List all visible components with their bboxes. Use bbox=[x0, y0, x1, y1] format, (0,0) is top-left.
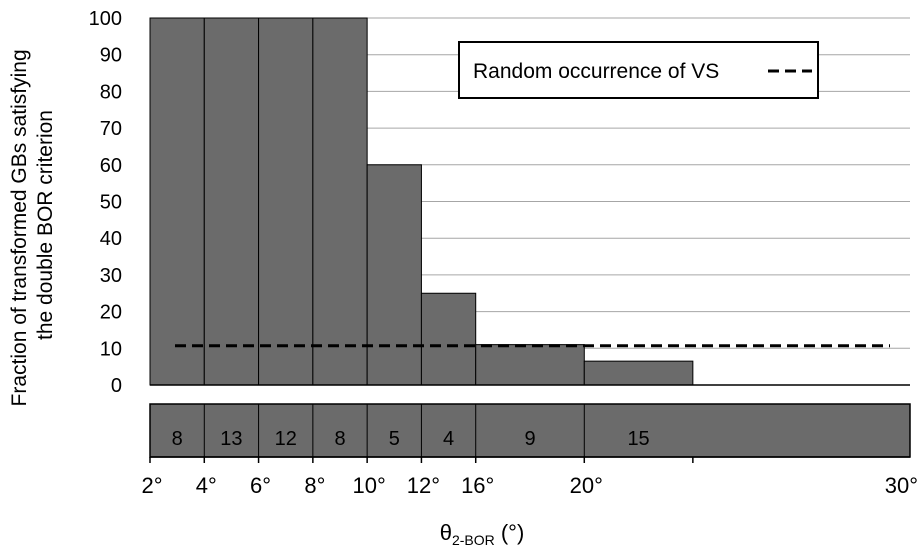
y-tick-label: 50 bbox=[100, 192, 122, 214]
count-label: 5 bbox=[389, 428, 400, 450]
histogram-bar bbox=[312, 17, 368, 386]
histogram-bar bbox=[583, 360, 694, 386]
x-tick-label: 4° bbox=[196, 473, 217, 498]
y-tick-label: 100 bbox=[89, 8, 122, 30]
y-tick-label: 0 bbox=[111, 375, 122, 397]
y-tick-label: 20 bbox=[100, 302, 122, 324]
x-axis-label: θ2-BOR (°) bbox=[440, 520, 525, 548]
count-strip: 8 13 12 8 5 4 9 15 bbox=[149, 403, 911, 463]
x-tick-label: 2° bbox=[141, 473, 162, 498]
histogram-bar bbox=[475, 344, 585, 386]
count-label: 15 bbox=[627, 428, 649, 450]
count-label: 13 bbox=[220, 428, 242, 450]
y-tick-labels: 0 10 20 30 40 50 60 70 80 90 100 bbox=[89, 8, 122, 397]
histogram-bar bbox=[258, 17, 314, 386]
count-label: 9 bbox=[524, 428, 535, 450]
y-tick-label: 60 bbox=[100, 155, 122, 177]
count-label: 4 bbox=[443, 428, 454, 450]
y-axis-label: Fraction of transformed GBs satisfying t… bbox=[8, 44, 57, 407]
legend-label: Random occurrence of VS bbox=[473, 60, 719, 83]
histogram-bar bbox=[149, 17, 205, 386]
legend-box bbox=[458, 41, 819, 99]
x-tick-label: 20° bbox=[570, 473, 603, 498]
y-tick-label: 80 bbox=[100, 81, 122, 103]
x-axis-label-unit: (°) bbox=[495, 520, 525, 545]
y-axis-label-line-2: the double BOR criterion bbox=[34, 110, 57, 340]
y-tick-label: 40 bbox=[100, 228, 122, 250]
x-tick-label: 10° bbox=[353, 473, 386, 498]
x-tick-label: 16° bbox=[461, 473, 494, 498]
x-tick-label: 8° bbox=[304, 473, 325, 498]
x-tick-labels: 2° 4° 6° 8° 10° 12° 16° 20° 30° bbox=[141, 473, 918, 498]
y-tick-label: 90 bbox=[100, 45, 122, 67]
y-tick-label: 10 bbox=[100, 338, 122, 360]
x-axis-label-main: θ bbox=[440, 520, 452, 545]
x-axis-label-sub: 2-BOR bbox=[452, 532, 495, 548]
count-label: 8 bbox=[334, 428, 345, 450]
histogram-bar bbox=[203, 17, 260, 386]
x-tick-label: 6° bbox=[250, 473, 271, 498]
legend: Random occurrence of VS bbox=[458, 41, 819, 99]
histogram-bar bbox=[420, 292, 477, 386]
x-tick-label: 30° bbox=[885, 473, 918, 498]
count-label: 8 bbox=[172, 428, 183, 450]
y-tick-label: 70 bbox=[100, 118, 122, 140]
y-tick-label: 30 bbox=[100, 265, 122, 287]
histogram-bar bbox=[366, 164, 422, 386]
y-axis-label-line-1: Fraction of transformed GBs satisfying bbox=[8, 49, 31, 406]
count-label: 12 bbox=[275, 428, 297, 450]
count-strip-box bbox=[149, 403, 911, 458]
x-tick-label: 12° bbox=[407, 473, 440, 498]
